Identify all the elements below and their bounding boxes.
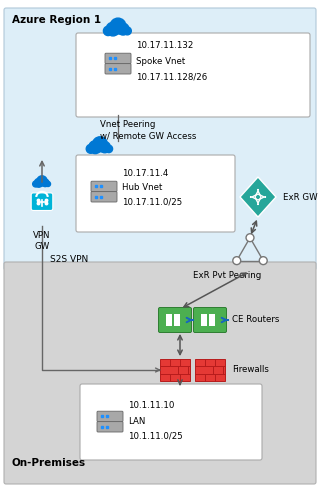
Text: 10.17.11.128/26: 10.17.11.128/26 (136, 72, 207, 81)
Circle shape (89, 141, 102, 154)
Circle shape (106, 22, 120, 36)
FancyBboxPatch shape (76, 155, 235, 232)
FancyBboxPatch shape (201, 313, 207, 320)
Circle shape (99, 141, 110, 153)
FancyBboxPatch shape (97, 422, 123, 432)
FancyBboxPatch shape (209, 313, 215, 320)
FancyBboxPatch shape (105, 28, 131, 33)
FancyBboxPatch shape (160, 359, 190, 381)
FancyBboxPatch shape (88, 146, 112, 151)
FancyBboxPatch shape (97, 411, 123, 422)
Text: S2S VPN: S2S VPN (50, 255, 88, 264)
Text: ExR Pvt Peering: ExR Pvt Peering (193, 271, 261, 280)
Text: ExR GW: ExR GW (283, 192, 318, 201)
Circle shape (86, 144, 95, 153)
Circle shape (246, 234, 254, 242)
FancyBboxPatch shape (105, 53, 131, 63)
Text: Spoke Vnet: Spoke Vnet (136, 57, 185, 65)
FancyBboxPatch shape (80, 384, 262, 460)
Circle shape (110, 18, 126, 34)
FancyBboxPatch shape (195, 359, 225, 381)
Circle shape (33, 181, 39, 187)
Text: VPN
GW: VPN GW (33, 231, 51, 251)
Text: Firewalls: Firewalls (232, 366, 269, 374)
Text: 10.1.11.10: 10.1.11.10 (128, 401, 174, 411)
Circle shape (259, 257, 267, 264)
FancyBboxPatch shape (209, 320, 215, 326)
Text: Azure Region 1: Azure Region 1 (12, 15, 101, 25)
Text: 10.1.11.0/25: 10.1.11.0/25 (128, 432, 183, 440)
FancyBboxPatch shape (91, 191, 117, 202)
Text: 10.17.11.4: 10.17.11.4 (122, 170, 168, 179)
FancyBboxPatch shape (166, 320, 172, 326)
Text: 10.17.11.0/25: 10.17.11.0/25 (122, 197, 182, 206)
Polygon shape (240, 177, 276, 217)
FancyBboxPatch shape (174, 320, 180, 326)
FancyBboxPatch shape (31, 193, 53, 210)
FancyBboxPatch shape (91, 181, 117, 191)
Text: On-Premises: On-Premises (12, 458, 86, 468)
Circle shape (41, 179, 49, 186)
Circle shape (124, 27, 131, 35)
FancyBboxPatch shape (201, 320, 207, 326)
Circle shape (103, 26, 113, 36)
Text: LAN: LAN (128, 417, 145, 426)
Text: Hub Vnet: Hub Vnet (122, 184, 162, 192)
Text: CE Routers: CE Routers (232, 315, 279, 324)
FancyBboxPatch shape (166, 313, 172, 320)
FancyBboxPatch shape (76, 33, 310, 117)
FancyBboxPatch shape (34, 182, 50, 186)
Circle shape (233, 257, 241, 264)
FancyBboxPatch shape (174, 313, 180, 320)
Circle shape (37, 176, 47, 186)
Circle shape (117, 23, 129, 35)
FancyBboxPatch shape (4, 262, 316, 484)
FancyBboxPatch shape (158, 308, 191, 332)
FancyBboxPatch shape (4, 8, 316, 270)
FancyBboxPatch shape (105, 63, 131, 74)
Circle shape (45, 182, 51, 186)
Circle shape (34, 179, 43, 187)
Text: Vnet Peering
w/ Remote GW Access: Vnet Peering w/ Remote GW Access (100, 120, 196, 140)
FancyBboxPatch shape (194, 308, 227, 332)
Circle shape (105, 145, 113, 153)
Text: 10.17.11.132: 10.17.11.132 (136, 41, 193, 50)
Circle shape (92, 137, 108, 152)
